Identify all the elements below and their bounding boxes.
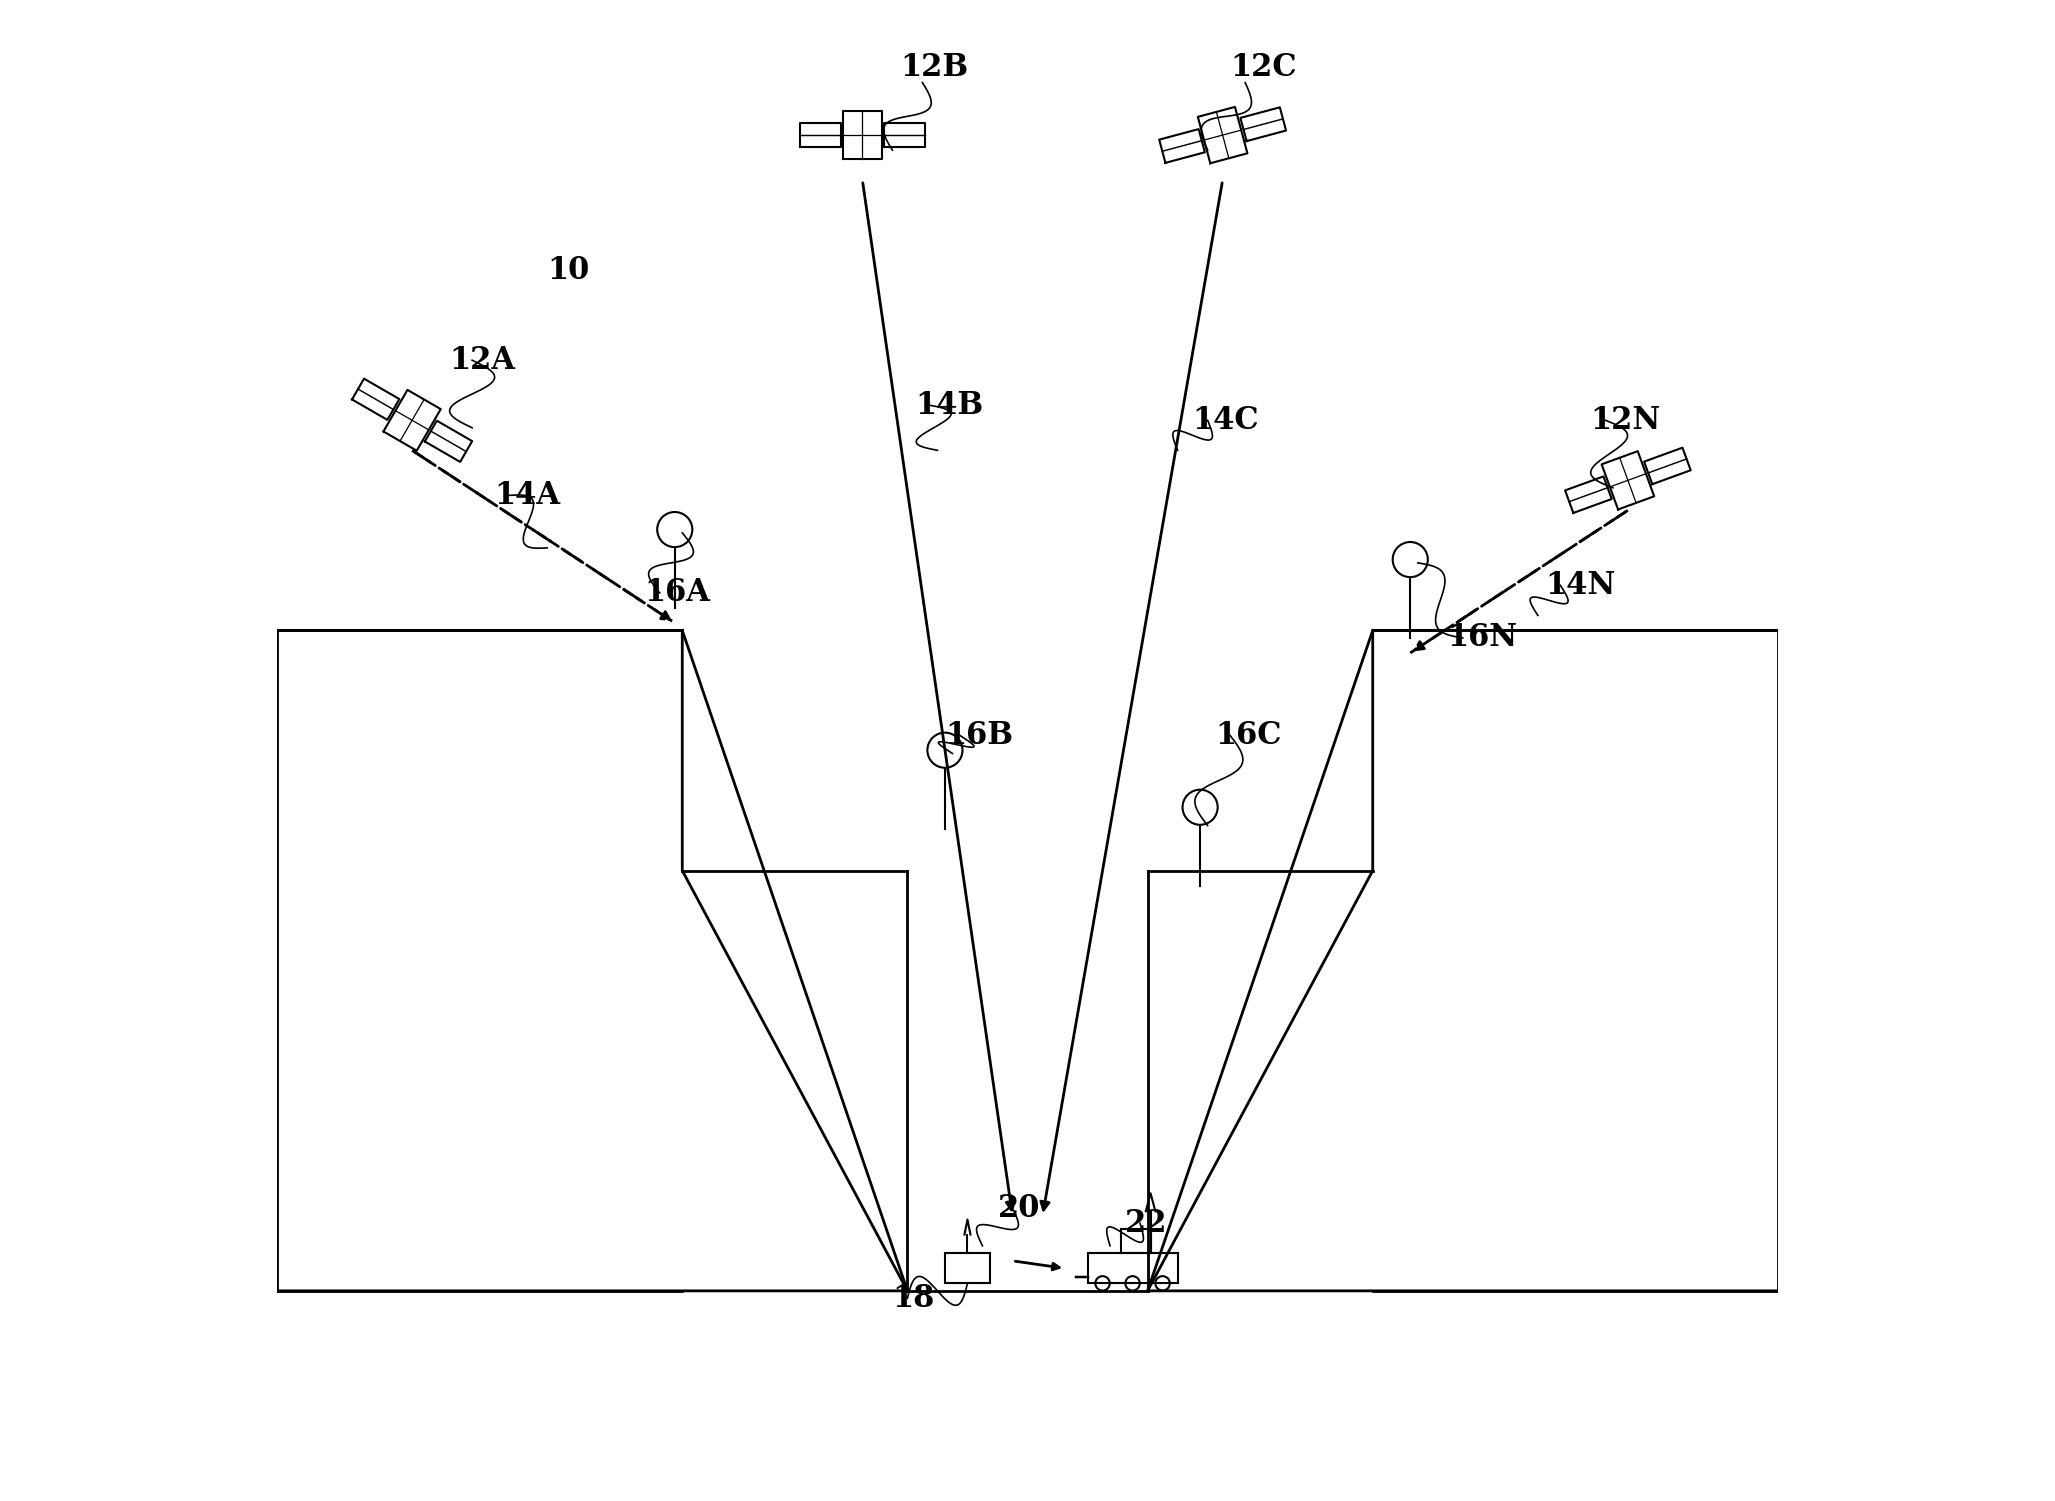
Text: 14B: 14B <box>914 390 982 420</box>
Text: 12N: 12N <box>1591 405 1660 435</box>
Text: 16A: 16A <box>645 578 711 608</box>
Bar <box>1120 1229 1151 1253</box>
Text: 18: 18 <box>892 1283 935 1313</box>
Bar <box>945 1253 991 1283</box>
Text: 12C: 12C <box>1231 53 1297 83</box>
Text: 20: 20 <box>997 1193 1040 1223</box>
Text: 12B: 12B <box>900 53 968 83</box>
Text: 22: 22 <box>1124 1208 1167 1238</box>
Text: 10: 10 <box>547 255 590 285</box>
Polygon shape <box>1147 630 1778 1291</box>
Text: 16B: 16B <box>945 720 1013 750</box>
Text: 16N: 16N <box>1449 623 1519 653</box>
Text: 14C: 14C <box>1192 405 1260 435</box>
Text: 16C: 16C <box>1215 720 1282 750</box>
Text: 14A: 14A <box>495 480 561 510</box>
Bar <box>1087 1253 1178 1283</box>
Text: 12A: 12A <box>450 345 516 375</box>
Text: 14N: 14N <box>1545 570 1615 600</box>
Polygon shape <box>277 630 908 1291</box>
